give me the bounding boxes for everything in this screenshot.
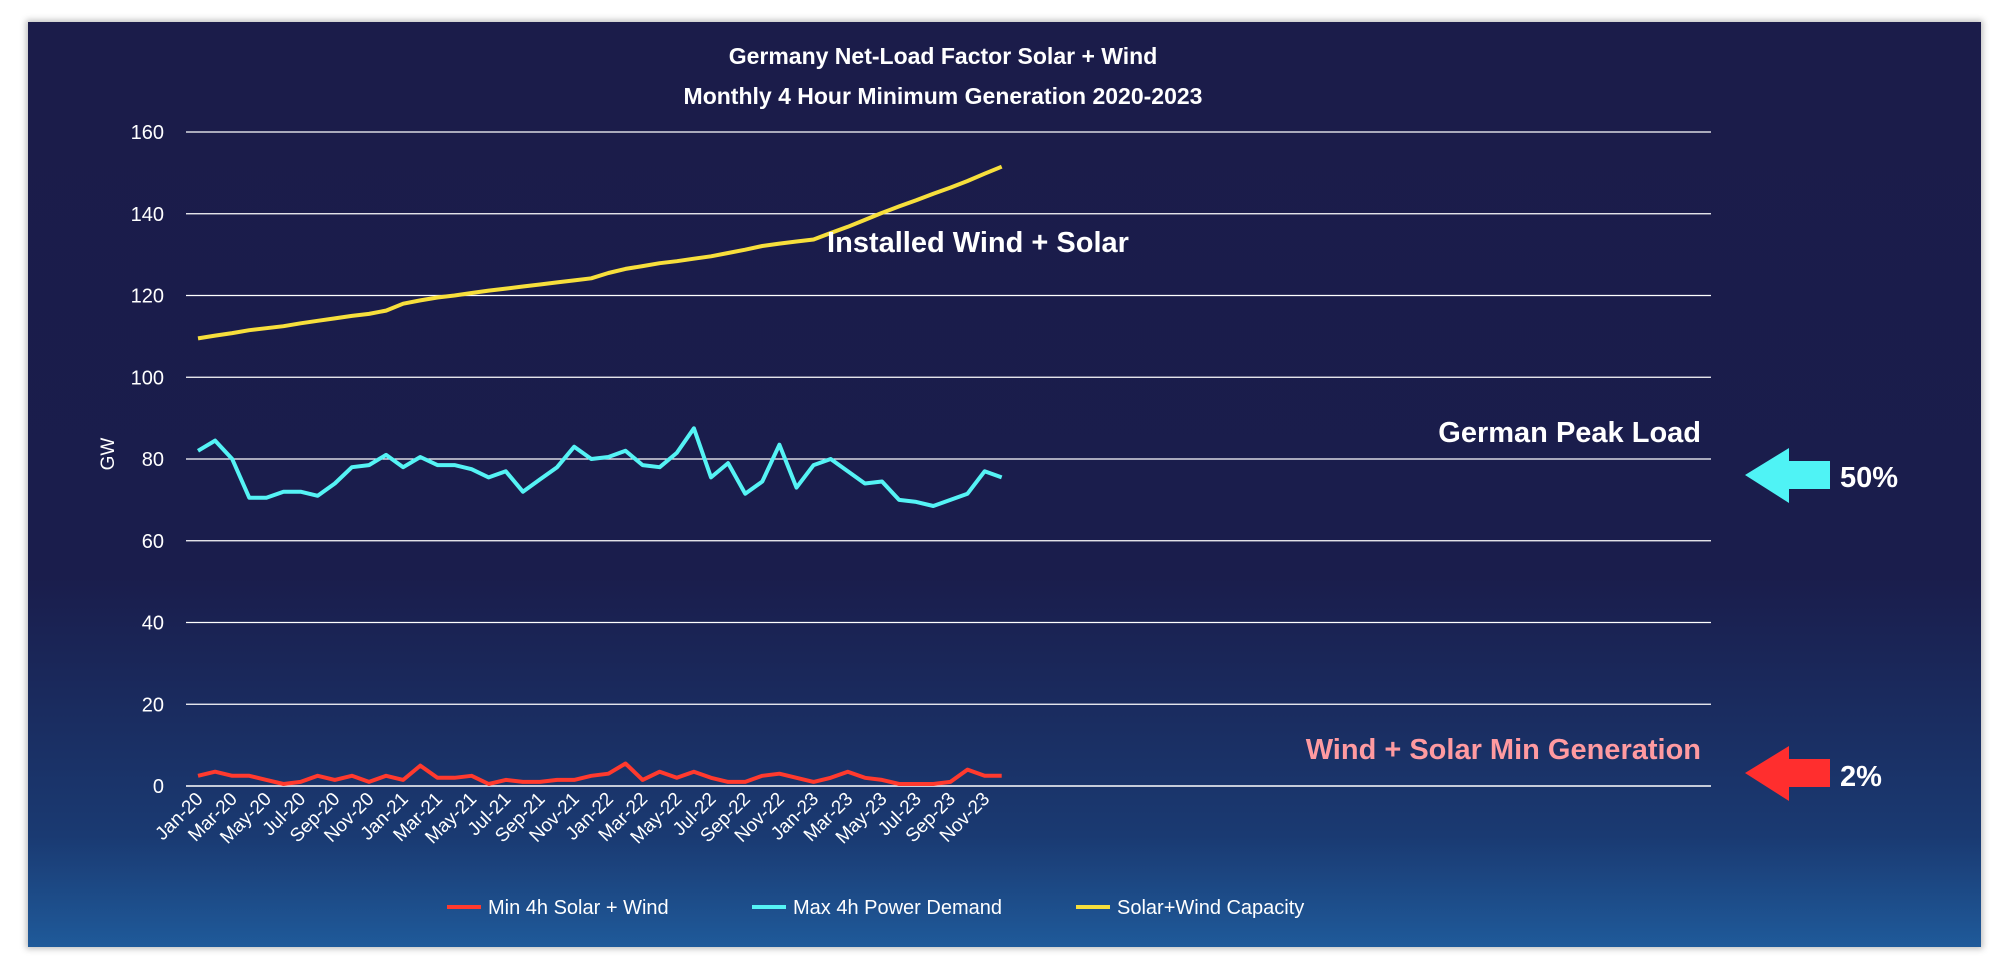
cyan-arrow-icon (1745, 448, 1830, 503)
min-generation-percent: 2% (1840, 761, 1882, 793)
y-tick-label: 0 (153, 776, 164, 798)
y-tick-labels: 0 20 40 60 80 100 120 140 160 (131, 122, 164, 798)
series-line-capacity (197, 164, 1003, 341)
legend-label-capacity: Solar+Wind Capacity (1117, 897, 1304, 919)
chart-panel: 0 20 40 60 80 100 120 140 160 Jan-20 Mar-20 May-20… (28, 22, 1981, 947)
y-tick-label: 160 (131, 122, 164, 144)
red-arrow-icon (1745, 746, 1830, 801)
y-tick-label: 100 (131, 367, 164, 389)
series-lines (196, 164, 1003, 786)
chart-subtitle: Monthly 4 Hour Minimum Generation 2020-2… (684, 83, 1203, 109)
peak-load-percent: 50% (1840, 462, 1898, 494)
x-tick-labels: Jan-20Mar-20May-20Jul-20Sep-20Nov-20Jan-… (152, 789, 995, 849)
chart-title: Germany Net-Load Factor Solar + Wind (729, 43, 1158, 69)
series-line-min-solar-wind (197, 761, 1002, 786)
y-tick-label: 120 (131, 286, 164, 308)
y-tick-label: 40 (142, 613, 164, 635)
y-tick-label: 140 (131, 204, 164, 226)
y-tick-label: 20 (142, 694, 164, 716)
y-tick-label: 60 (142, 531, 164, 553)
series-line-max-power-demand (196, 426, 1003, 508)
legend-label-demand: Max 4h Power Demand (793, 897, 1002, 919)
legend-label-min: Min 4h Solar + Wind (488, 897, 669, 919)
y-tick-label: 80 (142, 449, 164, 471)
annotation-german-peak-load: German Peak Load (1438, 417, 1701, 449)
y-axis-label: GW (98, 438, 119, 471)
legend: Min 4h Solar + Wind Max 4h Power Demand … (447, 897, 1304, 919)
line-chart: 0 20 40 60 80 100 120 140 160 Jan-20Mar-20May-20… (98, 43, 1898, 919)
annotation-installed-wind-solar: Installed Wind + Solar (827, 227, 1129, 259)
annotation-min-generation: Wind + Solar Min Generation (1306, 734, 1701, 766)
